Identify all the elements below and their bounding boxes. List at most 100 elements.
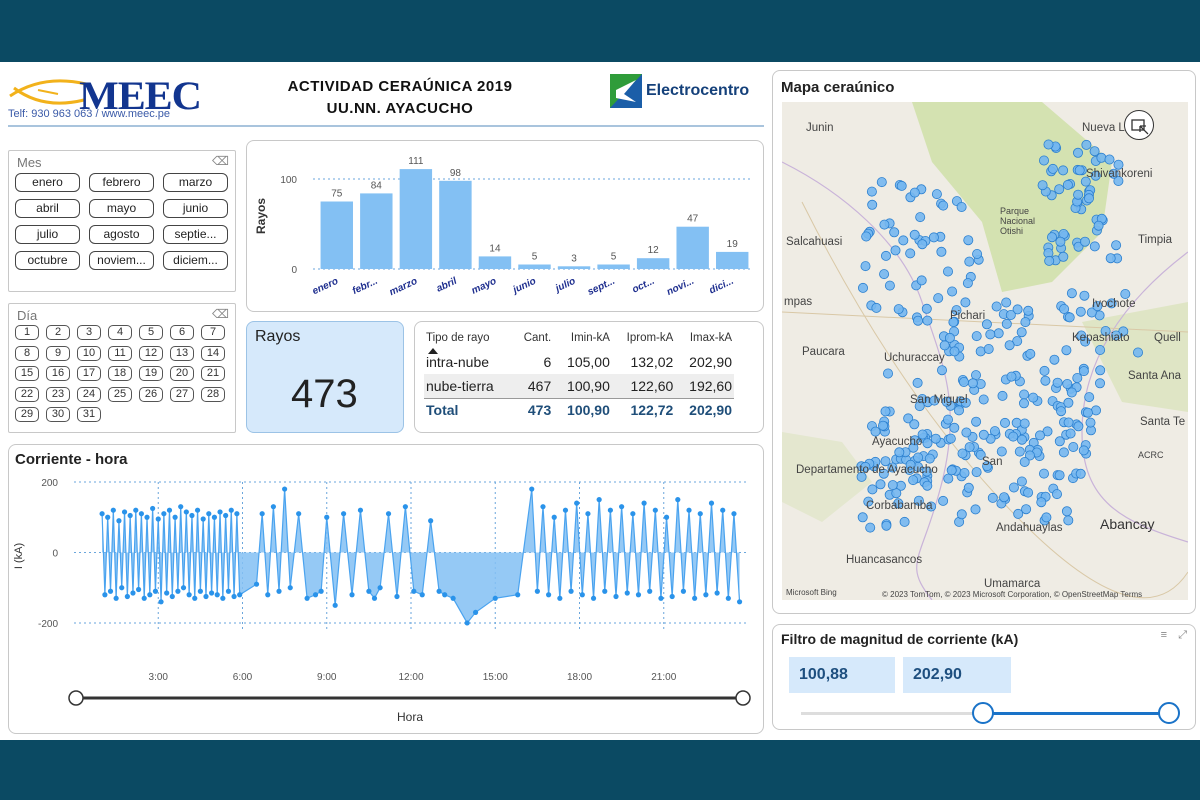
- data-point[interactable]: [703, 592, 709, 598]
- strike-point[interactable]: [949, 346, 960, 357]
- strike-point[interactable]: [1059, 303, 1070, 314]
- strike-point[interactable]: [997, 390, 1008, 401]
- mes-option-button[interactable]: abril: [15, 199, 80, 218]
- strike-point[interactable]: [1079, 290, 1090, 301]
- slider-max-handle[interactable]: [1158, 702, 1180, 724]
- table-header[interactable]: Imax-kA: [689, 332, 732, 344]
- strike-point[interactable]: [938, 495, 949, 506]
- data-point[interactable]: [166, 507, 173, 513]
- table-header[interactable]: Tipo de rayo: [426, 332, 490, 344]
- strike-point[interactable]: [912, 315, 923, 326]
- dia-option-button[interactable]: 29: [15, 407, 39, 422]
- data-point[interactable]: [529, 486, 535, 492]
- strike-point[interactable]: [993, 328, 1004, 339]
- strike-point[interactable]: [1018, 398, 1029, 409]
- dia-option-button[interactable]: 3: [77, 325, 101, 340]
- strike-point[interactable]: [1089, 146, 1100, 157]
- data-point[interactable]: [265, 592, 271, 598]
- data-point[interactable]: [411, 588, 417, 594]
- data-point[interactable]: [318, 588, 324, 594]
- strike-point[interactable]: [1104, 154, 1115, 165]
- mes-option-button[interactable]: julio: [15, 225, 80, 244]
- data-point[interactable]: [189, 512, 195, 519]
- data-point[interactable]: [206, 511, 212, 517]
- strike-point[interactable]: [1082, 407, 1093, 418]
- data-point[interactable]: [141, 595, 147, 601]
- strike-point[interactable]: [1078, 366, 1089, 377]
- strike-point[interactable]: [908, 475, 919, 486]
- strike-point[interactable]: [916, 275, 927, 286]
- strike-point[interactable]: [1089, 241, 1100, 252]
- data-point[interactable]: [234, 511, 240, 517]
- strike-point[interactable]: [1105, 253, 1116, 264]
- data-point[interactable]: [464, 620, 470, 626]
- mes-option-button[interactable]: diciem...: [163, 251, 228, 270]
- data-point[interactable]: [675, 497, 681, 503]
- strike-point[interactable]: [1075, 468, 1086, 479]
- mes-option-button[interactable]: octubre: [15, 251, 80, 270]
- strike-point[interactable]: [1043, 139, 1054, 150]
- dia-option-button[interactable]: 10: [77, 345, 101, 361]
- data-point[interactable]: [99, 511, 105, 517]
- strike-point[interactable]: [858, 282, 869, 293]
- data-point[interactable]: [138, 511, 144, 517]
- data-point[interactable]: [124, 593, 130, 600]
- expand-icon[interactable]: ⤢: [1178, 629, 1187, 641]
- data-point[interactable]: [663, 514, 670, 520]
- strike-point[interactable]: [1047, 163, 1058, 174]
- strike-point[interactable]: [942, 266, 953, 277]
- strike-point[interactable]: [1004, 340, 1015, 351]
- mes-option-button[interactable]: febrero: [89, 173, 154, 192]
- strike-point[interactable]: [1062, 179, 1073, 190]
- strike-point[interactable]: [914, 401, 925, 412]
- data-point[interactable]: [150, 505, 156, 512]
- dia-option-button[interactable]: 28: [201, 386, 225, 402]
- dia-option-button[interactable]: 11: [108, 345, 132, 361]
- strike-point[interactable]: [917, 429, 928, 440]
- strike-point[interactable]: [1049, 354, 1060, 365]
- data-point[interactable]: [130, 590, 136, 596]
- data-point[interactable]: [133, 507, 139, 513]
- strike-point[interactable]: [948, 317, 959, 328]
- strike-point[interactable]: [1005, 309, 1016, 320]
- data-point[interactable]: [220, 595, 226, 601]
- strike-point[interactable]: [936, 365, 947, 376]
- data-point[interactable]: [419, 592, 425, 598]
- data-point[interactable]: [200, 516, 206, 522]
- strike-point[interactable]: [1068, 441, 1079, 452]
- strike-point[interactable]: [863, 496, 874, 507]
- mes-option-button[interactable]: noviem...: [89, 251, 154, 270]
- strike-point[interactable]: [909, 187, 920, 198]
- strike-point[interactable]: [947, 286, 958, 297]
- strike-point[interactable]: [946, 465, 957, 476]
- data-point[interactable]: [152, 588, 159, 594]
- data-point[interactable]: [113, 595, 119, 601]
- data-point[interactable]: [366, 588, 372, 594]
- strike-point[interactable]: [870, 426, 881, 437]
- strike-point[interactable]: [1111, 240, 1122, 251]
- strike-point[interactable]: [926, 501, 937, 512]
- strike-point[interactable]: [1094, 378, 1105, 389]
- strike-point[interactable]: [1012, 304, 1023, 315]
- strike-point[interactable]: [1041, 512, 1052, 523]
- data-point[interactable]: [492, 595, 498, 601]
- strike-point[interactable]: [860, 261, 871, 272]
- strike-point[interactable]: [878, 468, 889, 479]
- dia-option-button[interactable]: 9: [46, 345, 70, 361]
- strike-point[interactable]: [880, 406, 891, 417]
- strike-point[interactable]: [1036, 497, 1047, 508]
- strike-point[interactable]: [1100, 325, 1111, 336]
- strike-point[interactable]: [1063, 417, 1074, 428]
- data-point[interactable]: [708, 500, 715, 506]
- strike-point[interactable]: [1046, 232, 1057, 243]
- strike-point[interactable]: [1016, 434, 1027, 445]
- strike-point[interactable]: [856, 471, 867, 482]
- strike-point[interactable]: [971, 467, 982, 478]
- strike-point[interactable]: [1074, 165, 1085, 176]
- data-point[interactable]: [546, 592, 552, 598]
- hour-range-end-handle[interactable]: [735, 690, 751, 706]
- dia-option-button[interactable]: 22: [15, 386, 39, 402]
- data-point[interactable]: [332, 602, 338, 608]
- dia-option-button[interactable]: 4: [108, 325, 132, 340]
- strike-point[interactable]: [903, 413, 914, 424]
